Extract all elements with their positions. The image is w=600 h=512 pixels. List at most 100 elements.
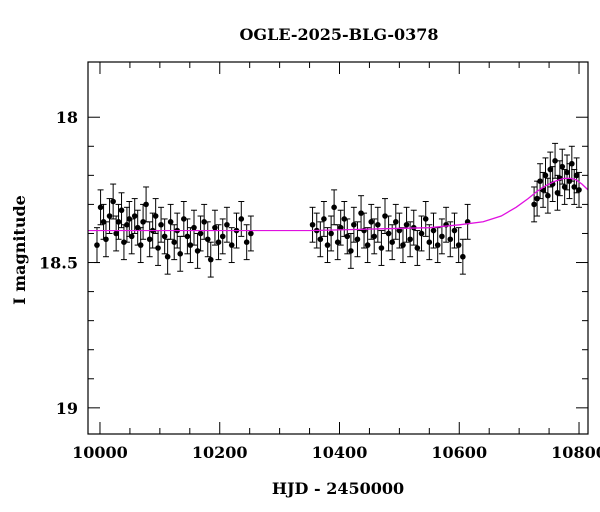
data-point	[576, 187, 582, 193]
data-point	[547, 166, 554, 173]
data-point	[368, 219, 375, 225]
data-point	[337, 224, 344, 231]
data-point	[542, 172, 549, 179]
data-point	[430, 227, 437, 234]
data-point	[455, 242, 462, 248]
data-point	[158, 221, 164, 228]
data-point	[447, 236, 454, 243]
data-point	[131, 213, 138, 219]
y-axis-title: I magnitude	[10, 195, 29, 305]
data-point	[100, 219, 107, 225]
data-point	[228, 242, 235, 248]
x-tick-label: 10000	[72, 443, 128, 462]
data-point	[422, 216, 429, 222]
data-point	[564, 169, 570, 176]
data-point	[375, 221, 381, 228]
data-point	[191, 224, 197, 231]
data-point	[364, 242, 371, 248]
data-point	[238, 216, 245, 222]
data-point	[571, 184, 578, 190]
data-point	[537, 178, 543, 184]
data-point	[134, 224, 141, 231]
data-point	[126, 216, 133, 222]
data-point	[181, 216, 187, 222]
data-point	[414, 245, 421, 251]
data-point	[378, 245, 385, 251]
data-point	[212, 224, 218, 231]
data-point	[243, 239, 250, 245]
y-tick-label: 19	[56, 399, 78, 418]
data-point	[392, 219, 399, 225]
x-tick-label: 10200	[192, 443, 248, 462]
data-points-layer	[94, 158, 582, 263]
data-point	[341, 216, 348, 222]
data-point	[334, 239, 341, 245]
data-point	[187, 242, 194, 248]
data-point	[219, 233, 226, 240]
x-tick-label: 10600	[431, 443, 487, 462]
data-point	[389, 239, 395, 245]
data-point	[161, 233, 168, 240]
data-point	[103, 236, 109, 243]
data-point	[385, 230, 392, 237]
data-point	[110, 198, 116, 205]
data-point	[317, 236, 324, 243]
y-tick-label: 18.5	[39, 254, 78, 273]
data-point	[382, 213, 388, 219]
data-point	[354, 236, 361, 243]
data-point	[137, 242, 144, 248]
y-tick-label: 18	[56, 108, 78, 127]
data-point	[215, 239, 222, 245]
data-point	[309, 221, 316, 228]
data-point	[143, 201, 149, 208]
data-point	[224, 221, 230, 228]
data-point	[426, 239, 433, 245]
data-point	[321, 216, 327, 222]
data-point	[552, 158, 558, 164]
data-point	[177, 251, 184, 257]
data-point	[561, 184, 568, 190]
data-point	[418, 230, 425, 237]
data-point	[400, 242, 406, 248]
data-point	[545, 192, 551, 199]
data-point	[396, 227, 403, 234]
data-point	[573, 172, 580, 179]
chart-title: OGLE-2025-BLG-0378	[239, 25, 438, 44]
data-point	[106, 213, 113, 219]
tick-labels-layer: 10000 10200 10400 10600 10800 18 18.5 19	[39, 108, 600, 462]
data-point	[140, 219, 146, 225]
data-point	[115, 219, 122, 225]
data-point	[152, 213, 159, 219]
data-point	[164, 253, 171, 260]
data-point	[146, 236, 153, 243]
data-point	[121, 239, 127, 245]
data-point	[128, 233, 135, 240]
data-point	[184, 233, 191, 240]
data-point	[460, 253, 466, 260]
data-point	[534, 195, 540, 202]
data-point	[434, 242, 441, 248]
data-point	[113, 230, 119, 237]
x-axis-title: HJD - 2450000	[272, 479, 404, 498]
x-tick-label: 10800	[551, 443, 600, 462]
data-point	[358, 210, 364, 216]
axis-ticks-layer	[88, 62, 588, 434]
data-point	[167, 219, 174, 225]
data-point	[348, 248, 354, 254]
data-point	[566, 178, 573, 184]
data-point	[155, 245, 161, 251]
data-point	[204, 236, 211, 243]
data-point	[439, 233, 445, 240]
data-point	[559, 163, 566, 170]
data-point	[201, 219, 207, 225]
data-point	[344, 233, 351, 240]
data-point	[554, 189, 561, 196]
data-point	[371, 233, 378, 240]
data-point	[407, 236, 413, 243]
data-point	[328, 230, 334, 237]
data-point	[248, 230, 254, 237]
data-point	[324, 242, 331, 248]
data-point	[171, 239, 178, 245]
data-point	[194, 248, 201, 254]
